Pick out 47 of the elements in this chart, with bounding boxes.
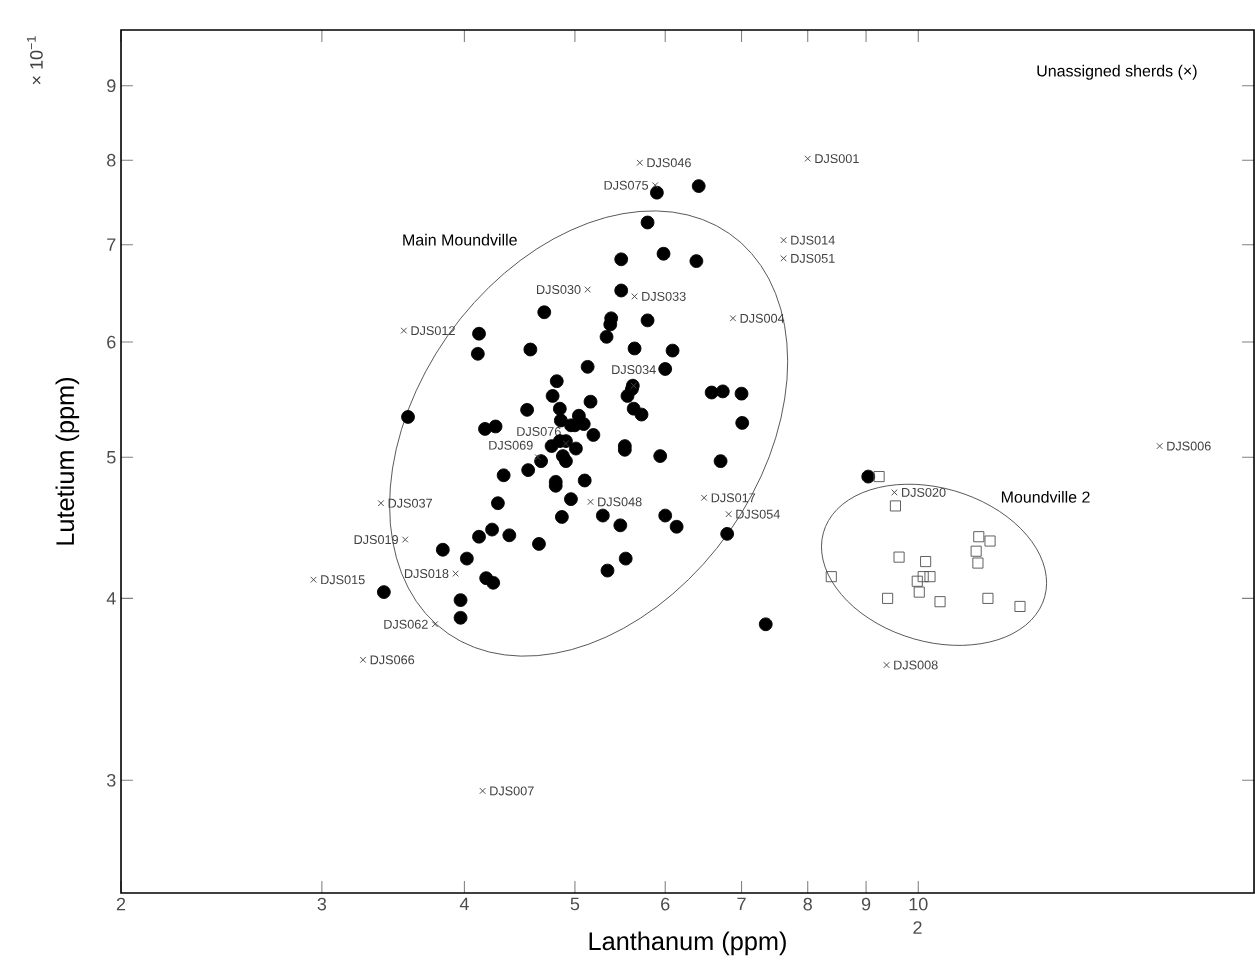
annotation: DJS034 (612, 365, 656, 375)
annotation: DJS062 (384, 619, 428, 629)
x-tick-label: 9 (861, 897, 871, 911)
annotation: DJS033 (642, 291, 686, 301)
annotation: DJS018 (404, 569, 449, 579)
y-tick-label: 7 (107, 238, 116, 251)
annotation: DJS019 (354, 535, 399, 545)
y-tick-label: 4 (106, 592, 116, 605)
y-tick-label: 9 (107, 79, 116, 93)
annotation: Unassigned sherds (×) (1037, 64, 1197, 80)
x-tick-label: 5 (570, 897, 580, 911)
annotation: DJS069 (489, 440, 533, 450)
x-tick-label: 2 (116, 897, 126, 911)
annotation: Moundville 2 (1001, 491, 1090, 503)
annotation: DJS046 (647, 158, 691, 168)
annotation: DJS030 (537, 285, 581, 295)
x-tick-label: 3 (317, 897, 327, 911)
text: × 10$^{−1}$ (26, 36, 43, 85)
annotation: DJS001 (815, 154, 859, 164)
x-tick-label: 6 (661, 897, 670, 911)
annotation: DJS054 (736, 509, 780, 519)
annotation: DJS048 (598, 497, 642, 507)
x-tick-label: 8 (803, 897, 812, 911)
x-tick-label: 7 (737, 897, 746, 911)
annotation: DJS020 (902, 487, 946, 497)
annotation: DJS004 (740, 313, 785, 323)
annotation: DJS066 (370, 655, 415, 665)
y-axis-title: Lutetium (ppm) (55, 377, 80, 545)
x-tick-label: 4 (459, 897, 469, 911)
annotation: DJS017 (711, 493, 756, 503)
annotation: DJS006 (1167, 441, 1211, 451)
text: 2 (913, 921, 922, 934)
annotation: DJS007 (490, 786, 534, 796)
y-tick-label: 5 (107, 451, 116, 464)
y-tick-label: 6 (107, 335, 116, 349)
annotation: DJS075 (604, 180, 649, 190)
annotation: DJS014 (791, 235, 835, 245)
annotation: DJS015 (321, 575, 365, 585)
annotation: DJS051 (791, 253, 835, 263)
annotation: DJS076 (517, 427, 561, 436)
y-tick-label: 8 (107, 153, 116, 167)
annotation: DJS008 (894, 660, 938, 670)
annotation: Main Moundville (403, 233, 517, 246)
x-tick-label: 10 (909, 897, 928, 911)
x-axis-title: Lanthanum (ppm) (589, 931, 786, 956)
y-tick-label: 3 (106, 773, 116, 787)
annotation: DJS012 (411, 326, 455, 336)
